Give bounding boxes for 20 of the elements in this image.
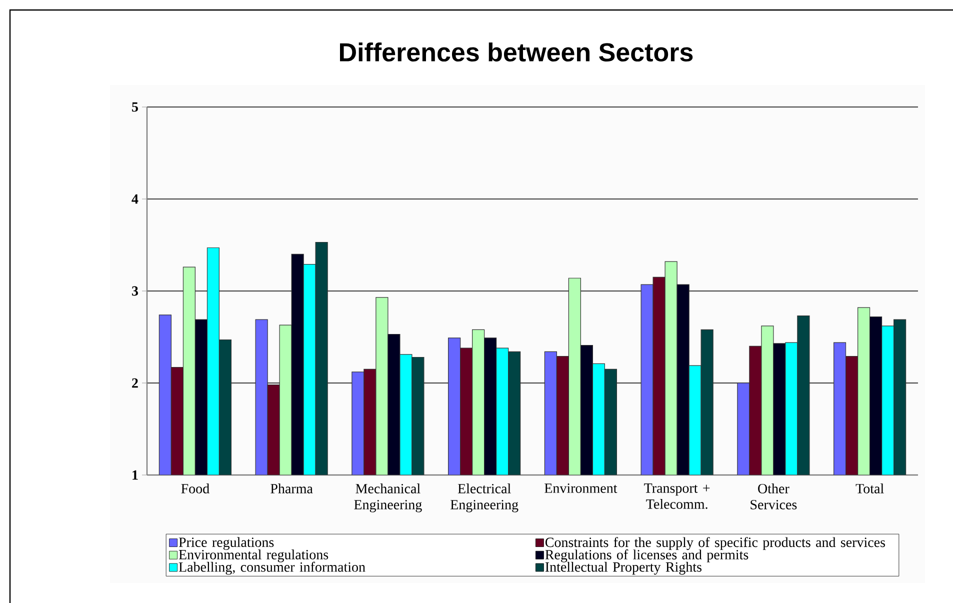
legend-label: Constraints for the supply of specific products and services	[545, 537, 885, 550]
legend-label: Price regulations	[178, 537, 274, 550]
x-tick-label: Environment	[544, 484, 618, 493]
x-tick-label: Food	[181, 484, 210, 494]
legend-label: Intellectual Property Rights	[545, 562, 702, 575]
chart-title: Differences between Sectors	[340, 42, 693, 62]
x-tick-label: Electrical Engineering	[450, 484, 518, 512]
y-tick-label: 3	[132, 286, 138, 296]
y-tick-label: 5	[132, 102, 138, 112]
x-tick-label: Other Services	[750, 484, 797, 510]
legend-label: Environmental regulations	[178, 550, 328, 562]
y-tick-label: 1	[132, 470, 138, 480]
y-tick-label: 2	[132, 378, 138, 388]
x-tick-label: Total	[856, 484, 884, 494]
x-tick-label: Pharma	[270, 484, 313, 494]
y-tick-label: 4	[132, 194, 138, 204]
x-tick-label: Transport + Telecomm.	[644, 484, 710, 509]
x-tick-label: Mechanical Engineering	[354, 484, 422, 512]
legend-label: Regulations of licenses and permits	[545, 549, 748, 562]
legend-label: Labelling, consumer information	[178, 562, 366, 575]
